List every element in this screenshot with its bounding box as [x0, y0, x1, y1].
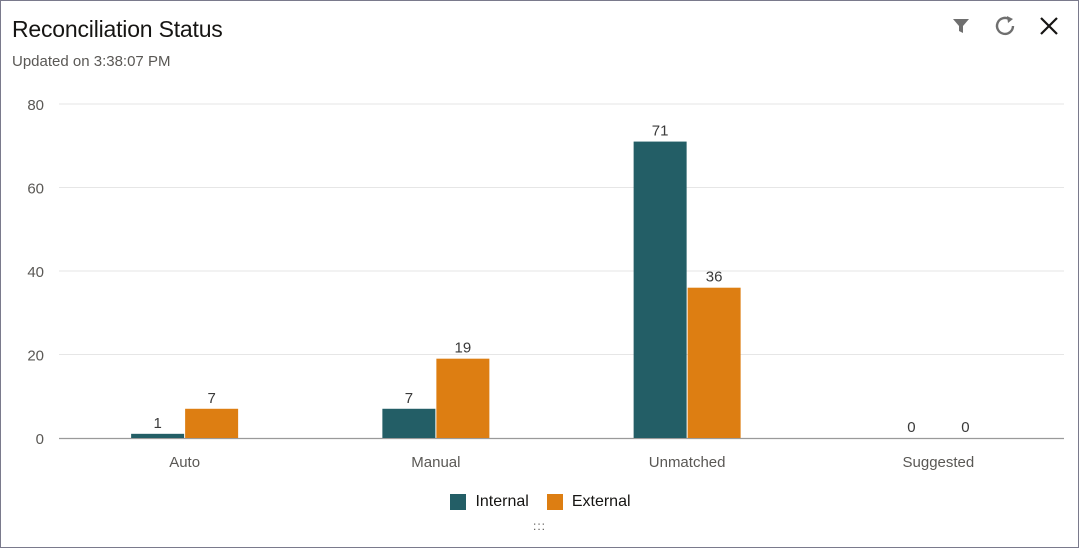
panel-title: Reconciliation Status: [12, 16, 223, 42]
x-tick-label: Manual: [411, 454, 460, 471]
bar-internal: [382, 408, 436, 438]
filter-icon: [953, 19, 969, 33]
chart-legend: Internal External: [1, 493, 1079, 511]
panel-toolbar: [946, 11, 1064, 41]
data-label: 7: [207, 390, 215, 407]
bar-external: [687, 287, 741, 438]
y-tick-label: 40: [27, 264, 44, 281]
data-label: 1: [153, 415, 161, 432]
refresh-button[interactable]: [990, 11, 1020, 41]
legend-swatch-external: [546, 494, 563, 510]
y-tick-label: 80: [27, 97, 44, 114]
data-label: 0: [907, 419, 915, 436]
filter-button[interactable]: [946, 11, 976, 41]
bar-external: [436, 358, 490, 438]
close-button[interactable]: [1034, 11, 1064, 41]
data-label: 71: [652, 123, 669, 140]
legend-swatch-internal: [450, 494, 467, 510]
y-tick-label: 0: [36, 431, 44, 448]
legend-label-external: External: [571, 493, 631, 510]
updated-timestamp: Updated on 3:38:07 PM: [12, 53, 171, 70]
refresh-icon: [995, 16, 1015, 36]
close-icon: [1040, 17, 1058, 35]
data-label: 0: [961, 419, 969, 436]
x-tick-label: Unmatched: [649, 454, 726, 471]
bar-internal: [131, 433, 185, 438]
bar-internal: [633, 141, 687, 438]
legend-item-external[interactable]: External: [546, 493, 631, 511]
resize-handle[interactable]: :::: [533, 519, 547, 533]
bar-external: [185, 408, 239, 438]
data-label: 19: [455, 340, 472, 357]
x-tick-label: Auto: [169, 454, 200, 471]
y-tick-label: 60: [27, 181, 44, 198]
data-label: 36: [706, 269, 723, 286]
legend-item-internal[interactable]: Internal: [450, 493, 529, 511]
data-label: 7: [405, 390, 413, 407]
y-tick-label: 20: [27, 348, 44, 365]
legend-label-internal: Internal: [475, 493, 529, 510]
x-tick-label: Suggested: [903, 454, 975, 471]
bar-chart: 0 20 40 60 80 1 7 Auto 7 19 Manual 71 36 Unmatched 0 0 S…: [27, 97, 1064, 471]
